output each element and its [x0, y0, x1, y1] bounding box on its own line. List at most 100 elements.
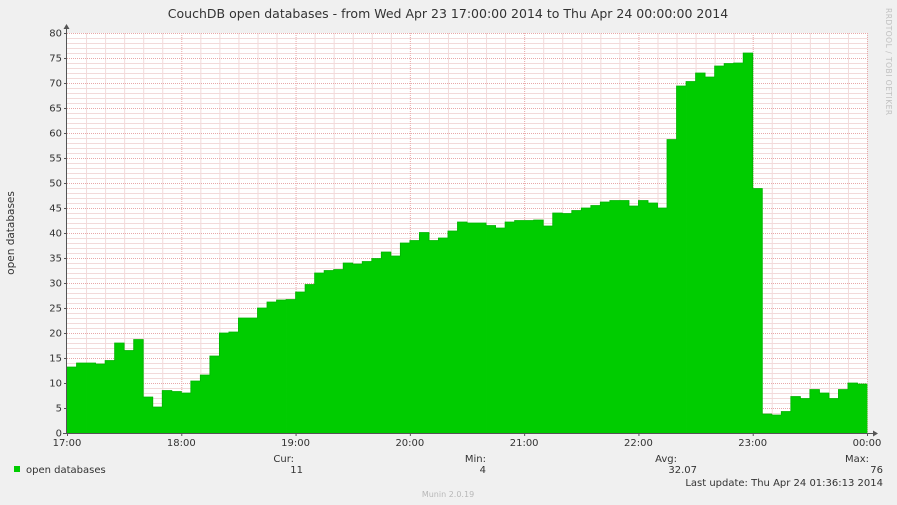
- data-bar: [114, 343, 125, 433]
- data-bar: [105, 360, 116, 433]
- data-bar: [409, 240, 420, 433]
- data-bar: [505, 222, 516, 433]
- data-bar: [467, 223, 477, 433]
- data-bar: [457, 222, 468, 433]
- data-bar: [533, 220, 544, 433]
- data-bar: [343, 263, 354, 433]
- x-axis-arrow: [873, 430, 878, 437]
- data-bar: [524, 220, 535, 433]
- stat-cur-value: 11: [290, 465, 303, 476]
- x-tick-label: 23:00: [738, 438, 767, 449]
- data-bar: [771, 415, 782, 433]
- data-bar: [86, 363, 96, 433]
- data-bar: [638, 200, 649, 433]
- y-tick-label: 60: [49, 129, 62, 140]
- data-bar: [390, 256, 401, 433]
- data-bar: [305, 284, 316, 433]
- data-bar: [762, 414, 773, 433]
- x-tick-label: 17:00: [53, 438, 82, 449]
- y-tick-label: 35: [49, 254, 62, 265]
- data-bar: [381, 252, 392, 433]
- stat-max-value: 76: [870, 465, 883, 476]
- data-bar: [714, 66, 725, 433]
- legend-swatch: [14, 466, 20, 472]
- data-bar: [695, 73, 706, 433]
- data-bar: [124, 350, 135, 433]
- data-bar: [686, 81, 696, 433]
- y-tick-label: 55: [49, 154, 62, 165]
- data-bar: [181, 393, 192, 433]
- data-bar: [590, 205, 601, 433]
- series-line: [67, 52, 867, 416]
- rrdtool-credit: RRDTOOL / TOBI OETIKER: [884, 8, 893, 116]
- data-bar: [76, 363, 87, 433]
- series-area: [67, 52, 868, 433]
- data-bar: [609, 200, 620, 433]
- data-bar: [476, 223, 487, 433]
- x-tick-label: 22:00: [624, 438, 653, 449]
- data-bar: [857, 384, 868, 433]
- data-bar: [447, 231, 458, 433]
- y-tick-label: 70: [49, 79, 62, 90]
- munin-version: Munin 2.0.19: [422, 490, 474, 499]
- data-bar: [781, 411, 792, 433]
- data-bar: [152, 407, 163, 433]
- y-tick-label: 10: [49, 379, 62, 390]
- legend-series-label: open databases: [26, 465, 106, 476]
- data-bar: [628, 206, 639, 433]
- data-bar: [800, 398, 811, 433]
- y-tick-label: 5: [56, 404, 62, 415]
- stat-avg-label: Avg:: [655, 454, 677, 465]
- data-bar: [371, 258, 382, 433]
- axes: [63, 24, 878, 437]
- data-bar: [95, 364, 106, 433]
- data-bar: [133, 339, 144, 433]
- stat-cur-label: Cur:: [273, 454, 294, 465]
- data-bar: [162, 390, 173, 433]
- x-tick-label: 20:00: [395, 438, 424, 449]
- y-tick-labels: 0 5 10 15 20 25 30 35 40 45 50 55 60 65 70 75 80: [49, 29, 67, 440]
- data-bar: [276, 300, 287, 433]
- y-tick-label: 80: [49, 29, 62, 40]
- data-bar: [419, 232, 430, 433]
- stat-min-label: Min:: [465, 454, 486, 465]
- data-bar: [324, 270, 335, 433]
- data-bar: [705, 77, 716, 433]
- data-bar: [438, 238, 449, 433]
- x-tick-label: 19:00: [281, 438, 310, 449]
- data-bar: [143, 397, 154, 433]
- x-tick-label: 18:00: [167, 438, 196, 449]
- data-bar: [200, 375, 211, 433]
- data-bar: [228, 332, 239, 433]
- data-bar: [571, 210, 582, 433]
- y-tick-label: 45: [49, 204, 62, 215]
- data-bar: [314, 273, 325, 433]
- data-bar: [733, 63, 744, 433]
- stat-avg-value: 32.07: [668, 465, 697, 476]
- data-bar: [257, 308, 268, 433]
- data-bar: [552, 213, 563, 433]
- data-bar: [657, 208, 668, 433]
- chart-title: CouchDB open databases - from Wed Apr 23…: [168, 6, 728, 21]
- data-bar: [514, 220, 525, 433]
- data-bar: [600, 202, 611, 433]
- data-bar: [581, 208, 592, 433]
- data-bar: [809, 389, 820, 433]
- data-bar: [333, 269, 344, 433]
- stat-max-label: Max:: [845, 454, 869, 465]
- data-bar: [171, 391, 182, 433]
- data-bar: [543, 226, 554, 433]
- y-axis-label: open databases: [5, 191, 17, 275]
- data-bar: [847, 383, 858, 433]
- y-tick-label: 25: [49, 304, 62, 315]
- data-bar: [495, 228, 506, 433]
- data-bar: [219, 333, 230, 433]
- last-update: Last update: Thu Apr 24 01:36:13 2014: [685, 478, 883, 489]
- data-bar: [267, 302, 277, 433]
- data-bar: [238, 318, 249, 433]
- data-bar: [647, 203, 658, 433]
- y-tick-label: 50: [49, 179, 62, 190]
- data-bar: [562, 213, 573, 433]
- y-axis-arrow: [63, 24, 70, 29]
